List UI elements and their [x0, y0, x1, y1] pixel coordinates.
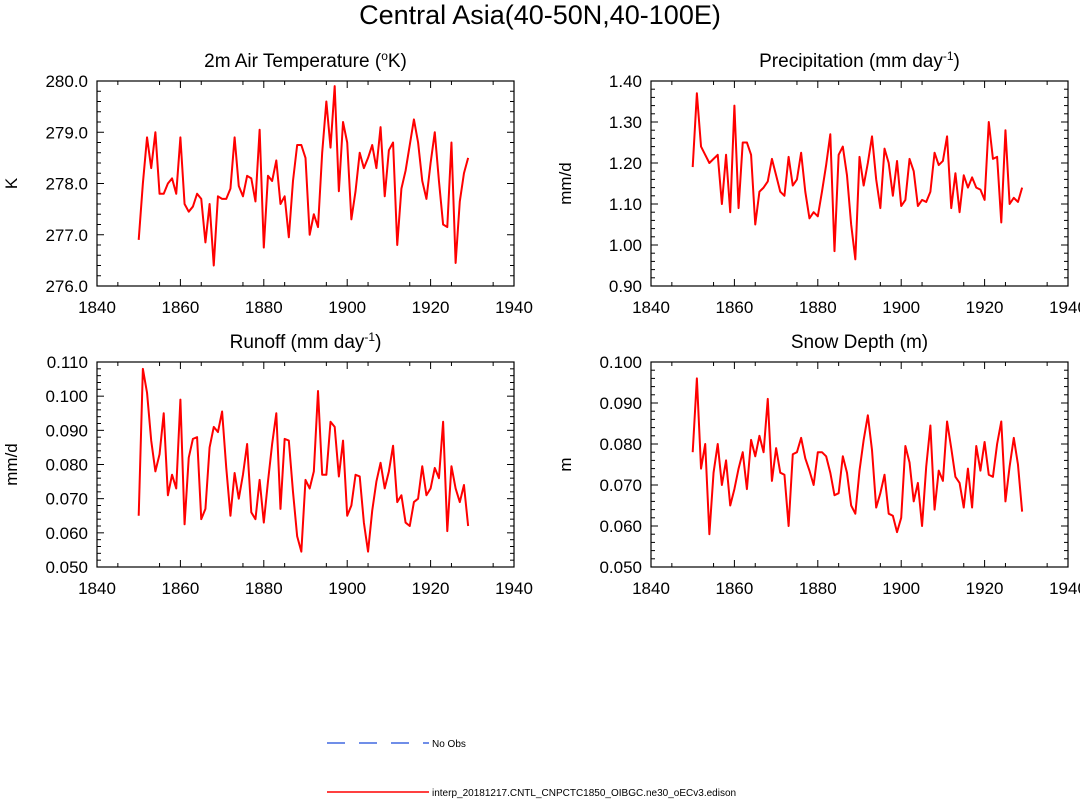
panel-snow-depth: Snow Depth (m) m 1840 1860 1880 1900 1920 1940 0…: [556, 332, 1080, 598]
y-tick-label: 0.90: [609, 277, 642, 296]
x-tick-label: 1920: [966, 579, 1004, 598]
panel-title: Snow Depth (m): [791, 332, 928, 353]
x-tick-label: 1880: [799, 579, 837, 598]
y-tick-label: 0.070: [599, 476, 642, 495]
plot-frame: [96, 361, 515, 568]
series-line: [137, 367, 470, 553]
x-tick-label: 1900: [882, 298, 920, 317]
y-tick-label: 1.00: [609, 236, 642, 255]
x-tick-label: 1860: [715, 579, 753, 598]
x-tick-label: 1900: [328, 298, 366, 317]
panel-title-superscript: -1: [364, 330, 375, 344]
x-tick-label: 1920: [966, 298, 1004, 317]
x-tick-label: 1840: [78, 298, 116, 317]
figure-title: Central Asia(40-50N,40-100E): [359, 0, 721, 30]
y-tick-label: 0.050: [599, 558, 642, 577]
x-tick-label: 1860: [161, 298, 199, 317]
y-tick-label: 0.060: [45, 524, 88, 543]
x-tick-label: 1920: [412, 579, 450, 598]
panel-air-temperature: 2m Air Temperature (oK) K 1840 1860 1880 1900…: [2, 49, 533, 317]
plot-frame: [650, 361, 1069, 568]
panel-runoff: Runoff (mm day-1) mm/d 1840 1860 1880 1900 192…: [2, 330, 533, 598]
x-tick-label: 1840: [632, 579, 670, 598]
x-tick-label: 1940: [1049, 579, 1080, 598]
x-tick-label: 1880: [245, 579, 283, 598]
panel-title-text-end: ): [954, 51, 960, 72]
panel-title-text: Precipitation (mm day: [759, 51, 943, 72]
x-tick-label: 1840: [632, 298, 670, 317]
x-tick-label: 1920: [412, 298, 450, 317]
x-tick-label: 1940: [1049, 298, 1080, 317]
y-axis-label: mm/d: [556, 162, 575, 205]
panel-title-text-end: ): [375, 332, 381, 353]
y-tick-label: 1.20: [609, 154, 642, 173]
y-tick-label: 278.0: [45, 175, 88, 194]
y-tick-label: 0.090: [45, 421, 88, 440]
y-tick-label: 0.100: [45, 387, 88, 406]
y-axis-label: mm/d: [2, 443, 21, 486]
y-tick-label: 1.10: [609, 195, 642, 214]
y-tick-label: 1.40: [609, 72, 642, 91]
x-tick-label: 1860: [715, 298, 753, 317]
x-tick-label: 1900: [328, 579, 366, 598]
series-line: [691, 92, 1024, 261]
legend: No Obs interp_20181217.CNTL_CNPCTC1850_O…: [327, 739, 736, 799]
y-tick-label: 0.050: [45, 558, 88, 577]
legend-obs-label: No Obs: [432, 739, 466, 750]
y-tick-label: 279.0: [45, 123, 88, 142]
y-tick-label: 0.090: [599, 394, 642, 413]
y-tick-label: 276.0: [45, 277, 88, 296]
panel-title-text: Snow Depth (m): [791, 332, 928, 353]
x-tick-label: 1880: [799, 298, 837, 317]
panel-title-superscript: -1: [943, 49, 954, 63]
series-line: [137, 85, 470, 267]
plot-frame: [96, 80, 515, 287]
panel-title: Runoff (mm day-1): [230, 330, 382, 353]
y-tick-label: 0.070: [45, 490, 88, 509]
panel-title-text-end: K): [388, 51, 407, 72]
y-tick-label: 0.080: [45, 456, 88, 475]
y-tick-label: 1.30: [609, 113, 642, 132]
series-line: [691, 377, 1024, 536]
panel-title: 2m Air Temperature (oK): [204, 49, 407, 72]
legend-model-label: interp_20181217.CNTL_CNPCTC1850_OIBGC.ne…: [432, 788, 736, 799]
x-tick-label: 1840: [78, 579, 116, 598]
y-tick-label: 0.060: [599, 517, 642, 536]
x-tick-label: 1940: [495, 298, 533, 317]
y-tick-label: 0.080: [599, 435, 642, 454]
y-axis-label: K: [2, 177, 21, 189]
panel-title-text: 2m Air Temperature (: [204, 51, 382, 72]
y-tick-label: 0.110: [47, 353, 88, 372]
x-tick-label: 1900: [882, 579, 920, 598]
panel-precipitation: Precipitation (mm day-1) mm/d 1840 1860 1880…: [556, 49, 1080, 317]
y-tick-label: 0.100: [599, 353, 642, 372]
panel-title-superscript: o: [381, 49, 388, 63]
x-tick-label: 1860: [161, 579, 199, 598]
y-axis-label: m: [556, 457, 575, 471]
x-tick-label: 1880: [245, 298, 283, 317]
panel-title: Precipitation (mm day-1): [759, 49, 960, 72]
y-tick-label: 277.0: [45, 226, 88, 245]
y-tick-label: 280.0: [45, 72, 88, 91]
panel-title-text: Runoff (mm day: [230, 332, 365, 353]
x-tick-label: 1940: [495, 579, 533, 598]
plot-frame: [650, 80, 1069, 287]
